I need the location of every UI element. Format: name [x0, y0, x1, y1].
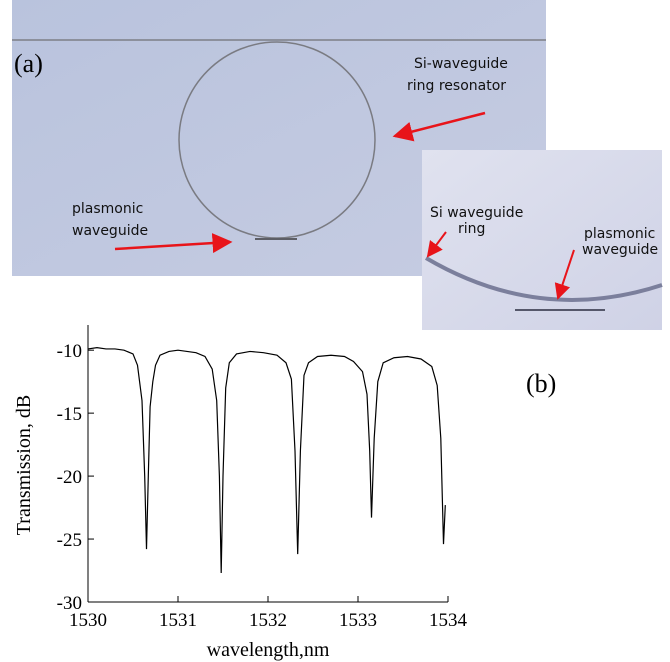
annotation: waveguide [72, 223, 148, 239]
y-tick-label: -10 [57, 341, 82, 362]
x-axis-label: wavelength,nm [207, 639, 330, 661]
x-tick-label: 1531 [159, 610, 197, 631]
y-tick-label: -15 [57, 404, 82, 425]
annotation: plasmonic [72, 201, 143, 217]
y-tick-label: -20 [57, 467, 82, 488]
x-tick-label: 1534 [429, 610, 468, 631]
spectrum-line [87, 347, 446, 574]
y-tick-label: -30 [57, 593, 82, 614]
panel-label: (a) [14, 49, 43, 78]
inset-ring [424, 256, 663, 302]
arrow [554, 249, 575, 300]
arrow [426, 231, 447, 258]
y-axis-label: Transmission, dB [13, 395, 35, 535]
annotation: ring [458, 221, 485, 237]
arrow [392, 111, 486, 142]
annotation: Si waveguide [430, 205, 523, 221]
arrow [114, 233, 233, 254]
x-tick-label: 1532 [249, 610, 287, 631]
annotation: ring resonator [407, 78, 506, 94]
annotation: waveguide [582, 242, 658, 258]
annotation: plasmonic [584, 226, 655, 242]
x-tick-label: 1530 [69, 610, 107, 631]
panel-label: (b) [526, 369, 556, 398]
y-tick-label: -25 [57, 530, 82, 551]
x-tick-label: 1533 [339, 610, 377, 631]
annotation: Si-waveguide [414, 56, 508, 72]
